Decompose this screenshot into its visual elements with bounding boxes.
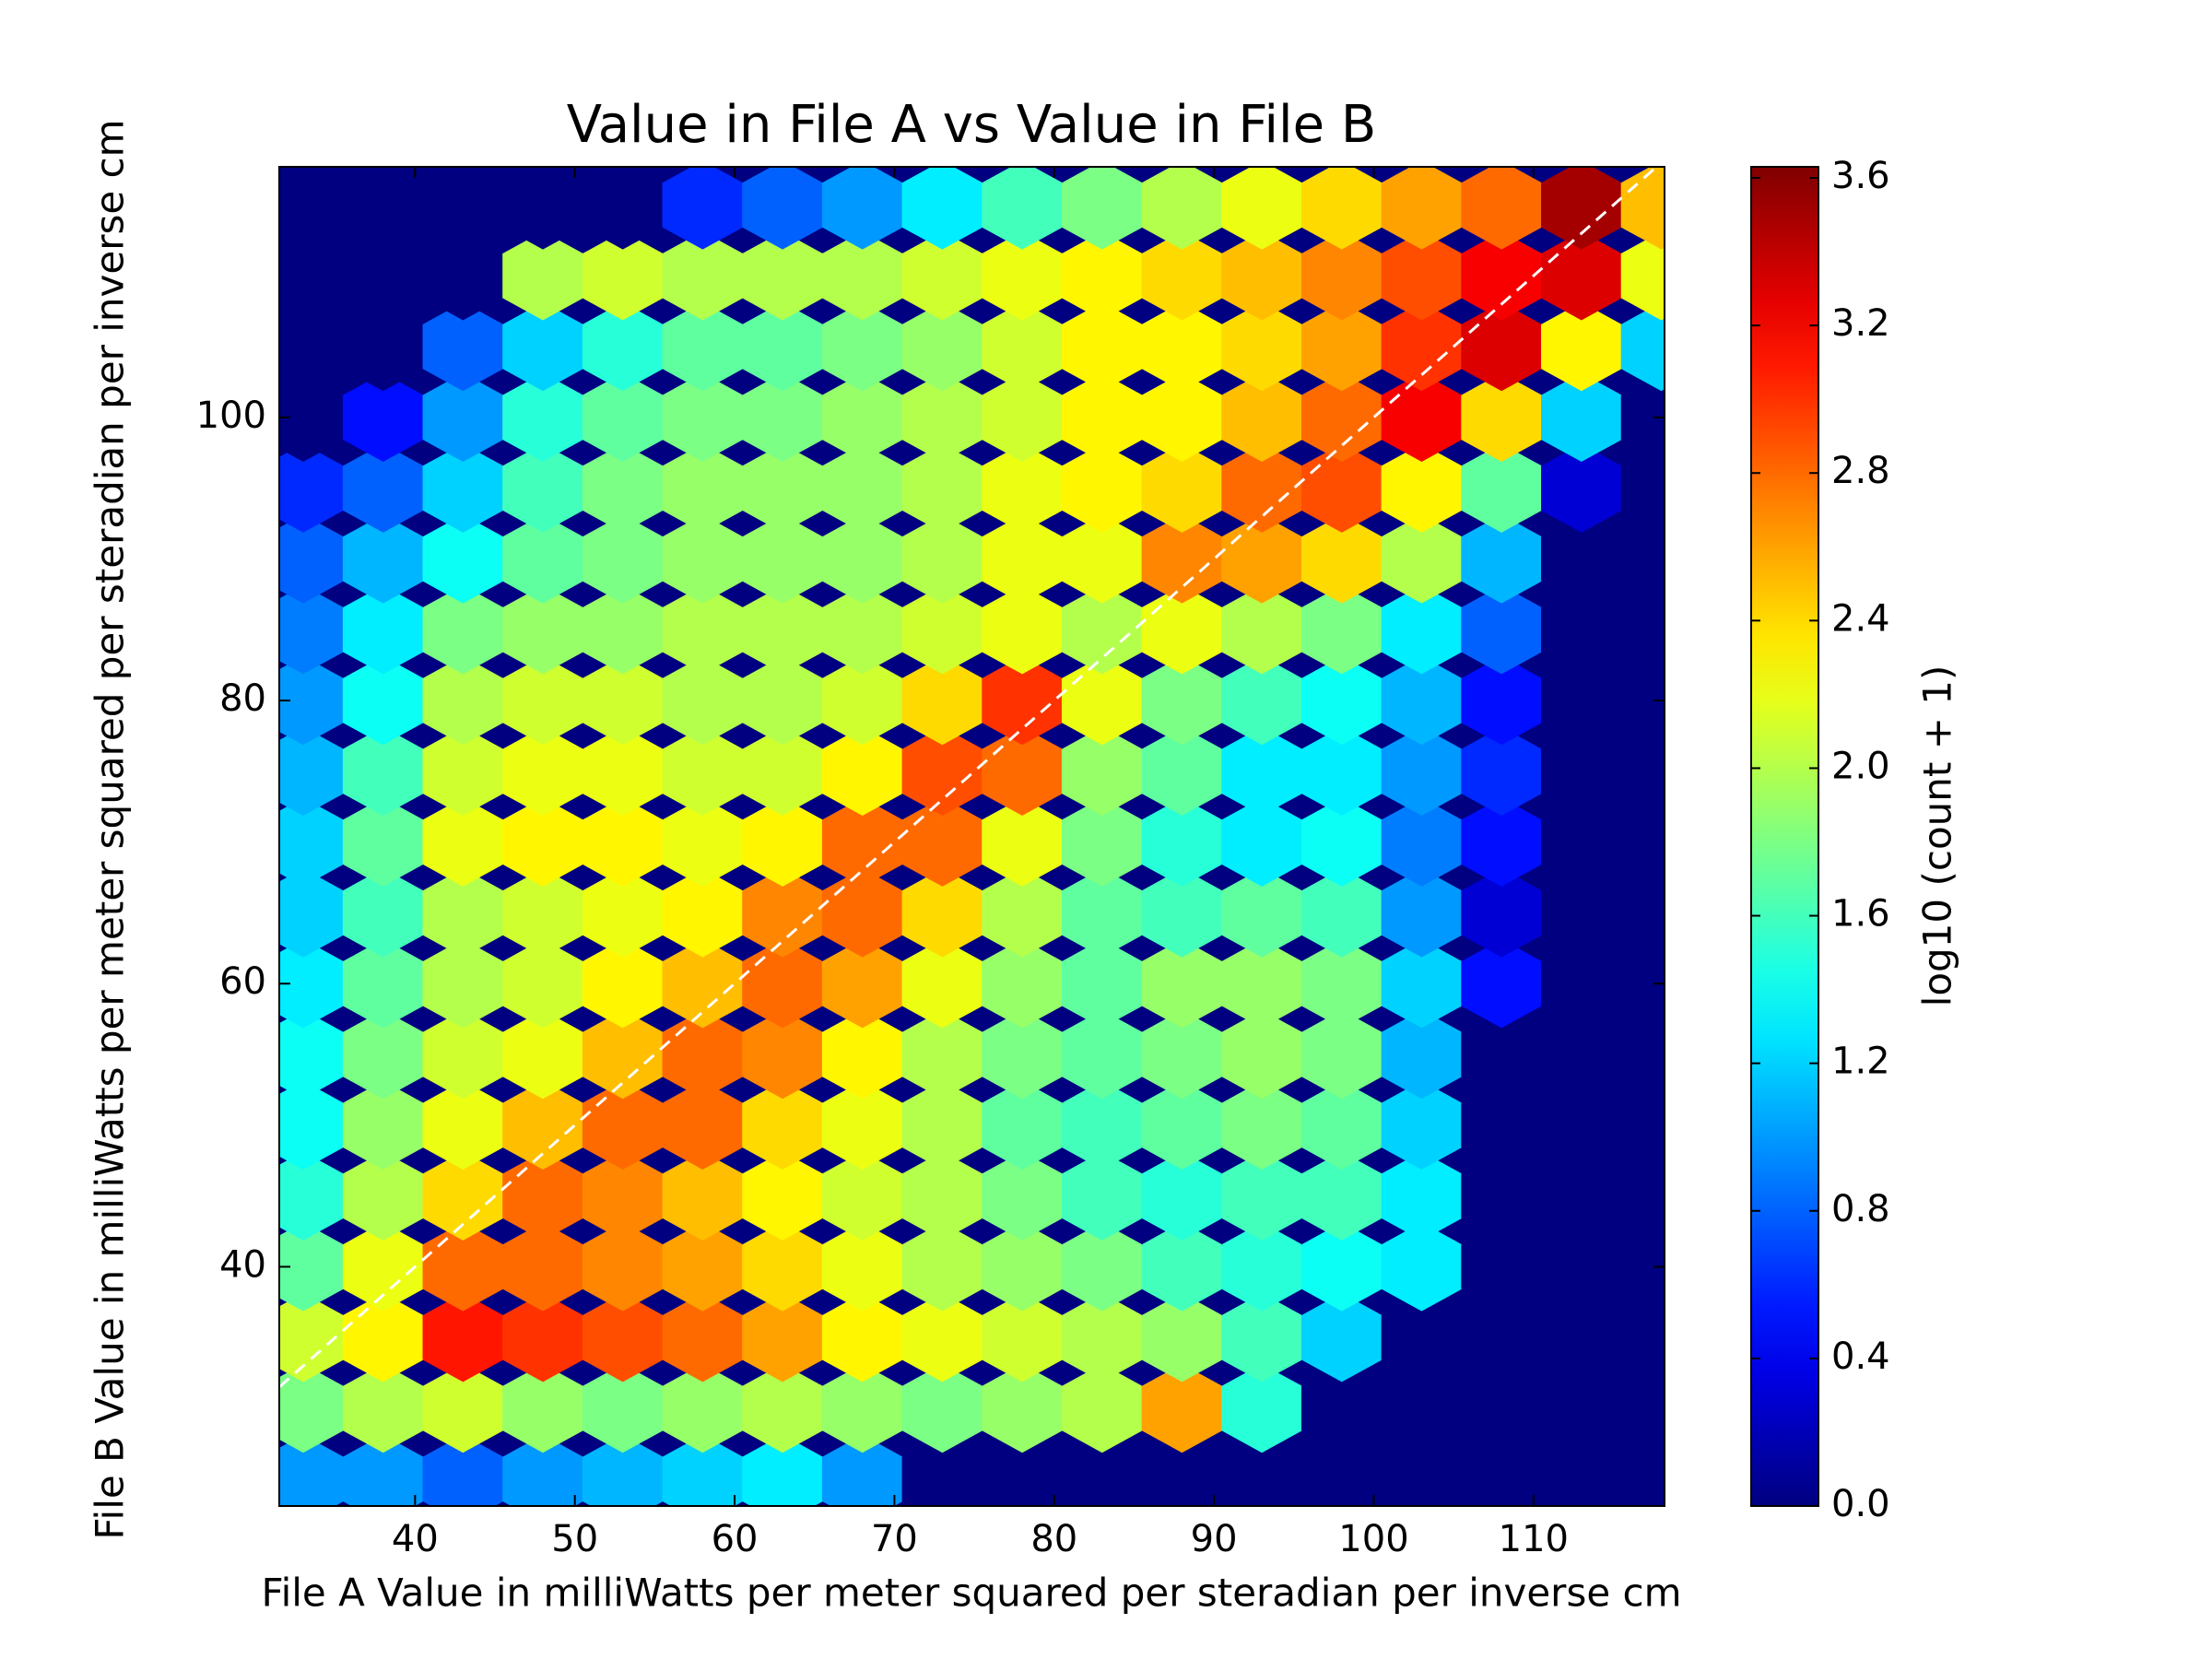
x-tick-label: 70 bbox=[871, 1518, 918, 1560]
colorbar-tick-label: 1.2 bbox=[1831, 1041, 1890, 1083]
colorbar-tick-label: 2.8 bbox=[1831, 450, 1890, 492]
colorbar-tick-label: 1.6 bbox=[1831, 893, 1890, 935]
hexbin bbox=[1620, 301, 1665, 392]
y-tick-label: 60 bbox=[219, 960, 266, 1003]
hexbin bbox=[1620, 1293, 1665, 1382]
hexbin bbox=[1620, 372, 1665, 463]
colorbar-tick-label: 2.0 bbox=[1831, 745, 1890, 787]
y-tick-label: 80 bbox=[219, 677, 266, 720]
y-tick-label: 40 bbox=[219, 1243, 266, 1286]
colorbar bbox=[1750, 166, 1819, 1507]
hexbin bbox=[1620, 797, 1665, 887]
hexbin bbox=[1620, 1222, 1665, 1312]
y-tick-label: 100 bbox=[196, 394, 266, 437]
colorbar-tick-label: 0.4 bbox=[1831, 1335, 1890, 1378]
colorbar-tick-label: 0.0 bbox=[1831, 1483, 1890, 1525]
x-axis-label: File A Value in milliWatts per meter squ… bbox=[261, 1571, 1681, 1616]
hexbin bbox=[1620, 1363, 1665, 1453]
colorbar-tick-label: 3.2 bbox=[1831, 302, 1890, 345]
x-tick-label: 60 bbox=[712, 1518, 759, 1560]
y-axis-label: File B Value in milliWatts per meter squ… bbox=[88, 119, 133, 1539]
chart-title: Value in File A vs Value in File B bbox=[567, 95, 1377, 155]
x-tick-label: 90 bbox=[1191, 1518, 1238, 1560]
hexbin bbox=[1620, 655, 1665, 746]
hexbin bbox=[1620, 868, 1665, 958]
x-tick-label: 80 bbox=[1030, 1518, 1077, 1560]
colorbar-tick-label: 3.6 bbox=[1831, 155, 1890, 197]
hexbins bbox=[279, 167, 1665, 1506]
hexbin bbox=[1620, 726, 1665, 817]
plot-frame bbox=[278, 166, 1665, 1507]
colorbar-label: log10 (count + 1) bbox=[1915, 665, 1960, 1007]
hexbin bbox=[1620, 1080, 1665, 1171]
hexbin bbox=[1620, 514, 1665, 604]
colorbar-tick-label: 2.4 bbox=[1831, 597, 1890, 640]
hexbin bbox=[1620, 1009, 1665, 1100]
colorbar-tick-label: 0.8 bbox=[1831, 1188, 1890, 1230]
hexbin bbox=[1620, 1151, 1665, 1241]
x-tick-label: 40 bbox=[392, 1518, 439, 1560]
x-tick-label: 100 bbox=[1338, 1518, 1408, 1560]
x-tick-label: 50 bbox=[551, 1518, 598, 1560]
hexbin bbox=[1620, 443, 1665, 533]
hexbin bbox=[1620, 231, 1665, 321]
reference-line bbox=[279, 167, 1658, 1389]
hexbin bbox=[1620, 939, 1665, 1029]
x-tick-label: 110 bbox=[1499, 1518, 1569, 1560]
hexbin bbox=[1620, 585, 1665, 675]
hexbin bbox=[1620, 1434, 1665, 1506]
